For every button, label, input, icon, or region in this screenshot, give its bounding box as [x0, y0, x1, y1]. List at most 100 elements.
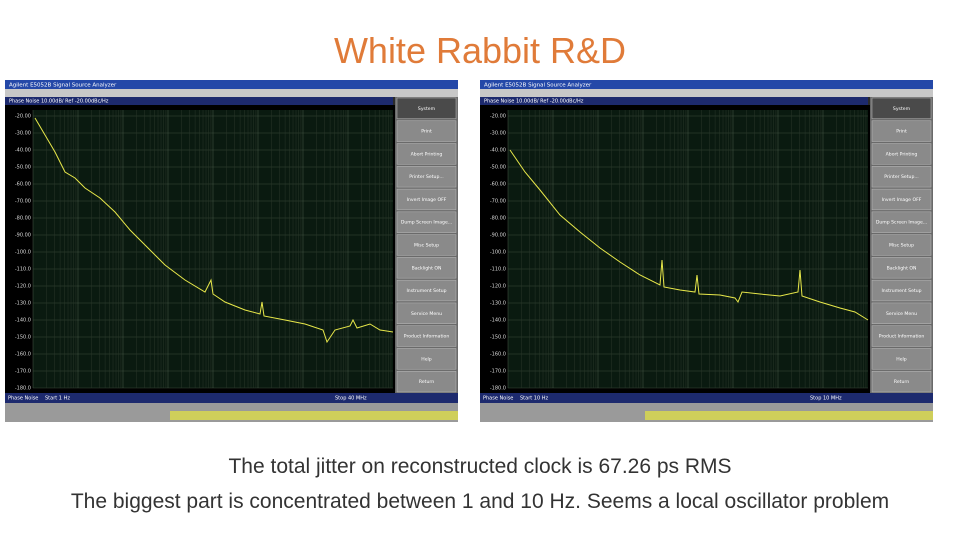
status-start: Start 1 Hz — [45, 396, 70, 402]
y-tick-label: -60.00 — [490, 182, 506, 188]
y-tick-label: -100.0 — [490, 250, 506, 256]
status-stop: Stop 10 MHz — [810, 396, 842, 402]
softkey — [396, 188, 457, 211]
softkey-label: Misc Setup — [889, 243, 914, 249]
y-tick-label: -130.0 — [490, 301, 506, 307]
y-tick-label: -90.00 — [490, 233, 506, 239]
softkey-label: Invert Image OFF — [407, 197, 447, 203]
softkey-label: Instrument Setup — [881, 288, 921, 294]
title-bar — [480, 80, 933, 89]
softkey-label: Misc Setup — [414, 243, 439, 249]
window-title: Agilent E5052B Signal Source Analyzer — [9, 83, 117, 89]
y-tick-label: -120.0 — [15, 284, 31, 290]
softkey-label: Return — [419, 379, 434, 385]
y-tick-label: -70.00 — [15, 199, 31, 205]
y-tick-label: -70.00 — [490, 199, 506, 205]
softkey — [871, 325, 932, 347]
softkey-label: System — [418, 106, 436, 112]
softkey — [396, 257, 457, 279]
softkey-label: Abort Printing — [411, 151, 443, 157]
y-tick-label: -60.00 — [15, 182, 31, 188]
softkey-label: Backlight ON — [887, 265, 917, 271]
y-tick-label: -180.0 — [490, 386, 506, 392]
trace-header-bar — [5, 97, 393, 105]
y-tick-label: -150.0 — [15, 335, 31, 341]
status-start: Start 10 Hz — [520, 396, 549, 402]
y-tick-label: -140.0 — [490, 318, 506, 324]
y-tick-label: -160.0 — [15, 352, 31, 358]
y-tick-label: -80.00 — [490, 216, 506, 222]
softkey — [396, 120, 457, 142]
softkey — [871, 370, 932, 393]
y-tick-label: -170.0 — [15, 369, 31, 375]
window-title: Agilent E5052B Signal Source Analyzer — [484, 83, 592, 89]
softkey — [871, 211, 932, 233]
status-mode: Phase Noise — [483, 396, 513, 402]
softkey-label: Product Information — [404, 334, 450, 340]
softkey-strip — [170, 411, 458, 420]
softkey — [396, 325, 457, 347]
y-tick-label: -80.00 — [15, 216, 31, 222]
softkey-label: Help — [421, 356, 432, 362]
softkey — [396, 348, 457, 370]
softkey-label: Invert Image OFF — [882, 197, 922, 203]
softkey-label: Help — [896, 356, 907, 362]
y-tick-label: -100.0 — [15, 250, 31, 256]
softkey-label: Dump Screen Image... — [876, 220, 927, 226]
y-tick-label: -110.0 — [490, 267, 506, 273]
y-tick-label: -90.00 — [15, 233, 31, 239]
y-tick-label: -20.00 — [490, 114, 506, 120]
softkey — [871, 97, 932, 120]
softkey — [871, 348, 932, 370]
softkey-label: Service Menu — [411, 311, 442, 317]
y-tick-label: -50.00 — [490, 165, 506, 171]
softkey-label: System — [893, 106, 911, 112]
status-bar — [5, 393, 458, 403]
softkey — [396, 211, 457, 233]
caption: The total jitter on reconstructed clock … — [228, 455, 732, 478]
softkey-label: Instrument Setup — [406, 288, 446, 294]
y-tick-label: -40.00 — [490, 148, 506, 154]
y-tick-label: -20.00 — [15, 114, 31, 120]
softkey — [871, 143, 932, 165]
menu-bar — [480, 89, 933, 97]
softkey-label: Backlight ON — [412, 265, 442, 271]
softkey — [396, 166, 457, 188]
title-bar — [5, 80, 458, 89]
trace — [509, 149, 869, 321]
trace-header: Phase Noise 10.00dB/ Ref -20.00dBc/Hz — [484, 99, 584, 105]
softkey — [871, 188, 932, 211]
softkey — [871, 279, 932, 302]
trace — [34, 117, 394, 344]
softkey — [396, 97, 457, 120]
y-tick-label: -130.0 — [15, 301, 31, 307]
trace-header: Phase Noise 10.00dB/ Ref -20.00dBc/Hz — [9, 99, 109, 105]
status-mode: Phase Noise — [8, 396, 38, 402]
y-tick-label: -150.0 — [490, 335, 506, 341]
softkey-label: Return — [894, 379, 909, 385]
y-tick-label: -40.00 — [15, 148, 31, 154]
softkey-label: Abort Printing — [886, 151, 918, 157]
softkey-label: Print — [421, 129, 432, 135]
status-bar — [480, 393, 933, 403]
softkey — [396, 279, 457, 302]
softkey-label: Dump Screen Image... — [401, 220, 452, 226]
softkey — [396, 143, 457, 165]
y-tick-label: -50.00 — [15, 165, 31, 171]
y-tick-label: -140.0 — [15, 318, 31, 324]
y-tick-label: -120.0 — [490, 284, 506, 290]
softkey — [871, 234, 932, 256]
softkey-label: Printer Setup... — [409, 174, 444, 180]
y-tick-label: -30.00 — [15, 131, 31, 137]
softkey-label: Printer Setup... — [884, 174, 919, 180]
caption: The biggest part is concentrated between… — [70, 490, 890, 513]
trace-header-bar — [480, 97, 868, 105]
y-tick-label: -30.00 — [490, 131, 506, 137]
analyzer-screenshot: Agilent E5052B Signal Source Analyzer Pha… — [480, 80, 933, 422]
softkey-label: Print — [896, 129, 907, 135]
softkey — [871, 120, 932, 142]
softkey — [871, 257, 932, 279]
softkey-label: Service Menu — [886, 311, 917, 317]
